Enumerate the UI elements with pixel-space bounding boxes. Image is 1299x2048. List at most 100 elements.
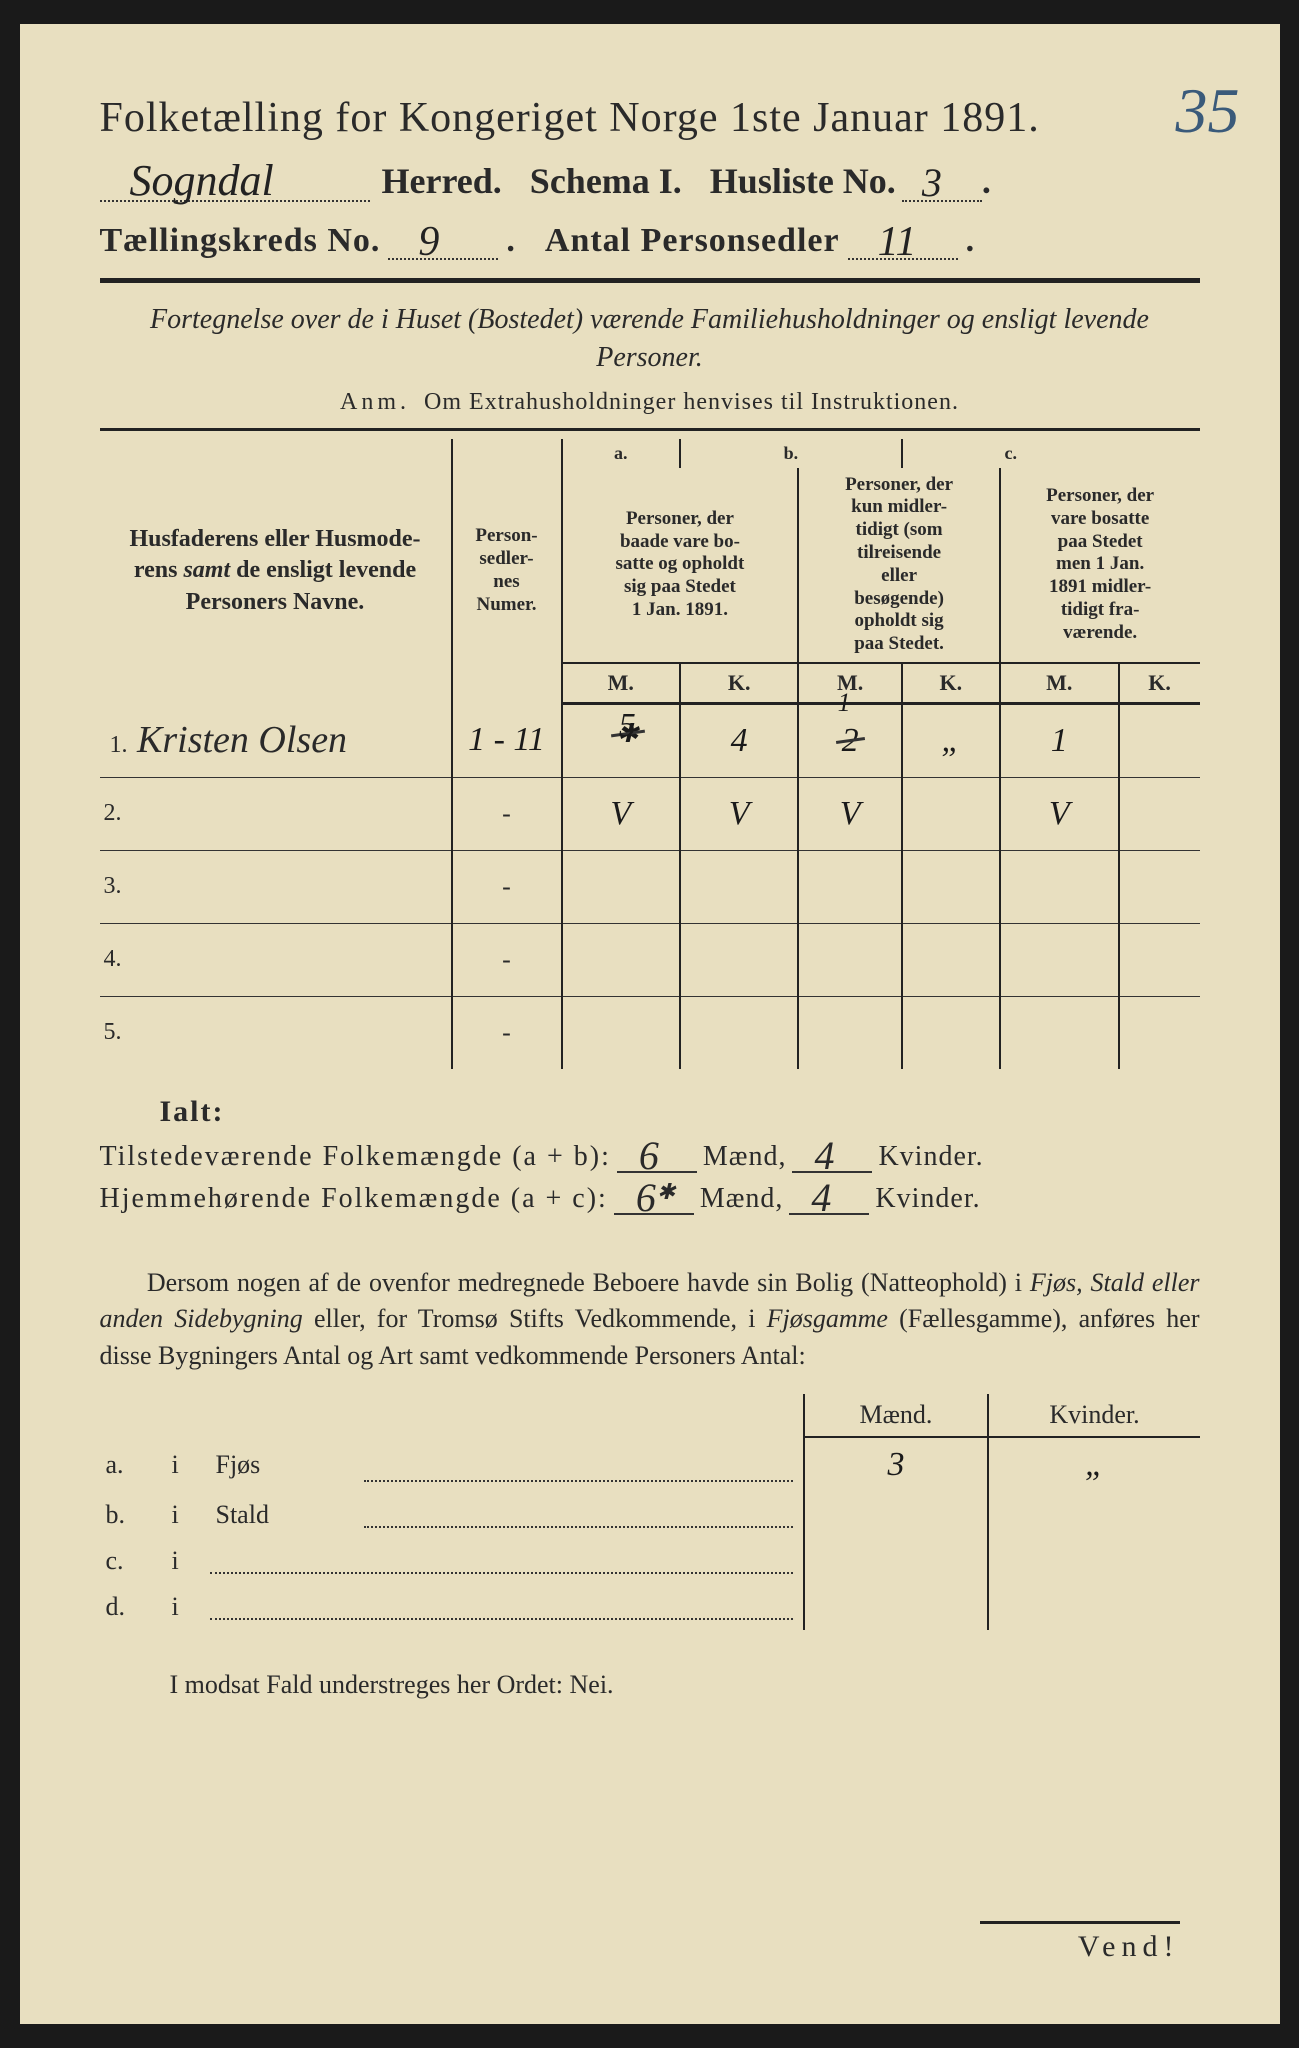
fjos-a-k: „ <box>988 1437 1199 1492</box>
row2-cm: V <box>1000 777 1119 850</box>
fjos-c-i: i <box>166 1538 210 1584</box>
husliste-value: 3 <box>922 159 942 206</box>
ialt-label: Ialt: <box>160 1095 1200 1129</box>
col-c-letter: c. <box>902 439 1119 468</box>
col-a-letter: a. <box>562 439 680 468</box>
subtitle: Fortegnelse over de i Huset (Bostedet) v… <box>100 301 1200 377</box>
row2-num: 2. <box>100 777 452 850</box>
ialt-line-1: Tilstedeværende Folkemængde (a + b): 6 M… <box>100 1141 1200 1173</box>
page-number-handwritten: 35 <box>1176 74 1240 148</box>
vend-label: Vend! <box>980 1921 1180 1964</box>
ialt-maend-1: Mænd, <box>703 1141 787 1173</box>
fjos-a-i: i <box>166 1437 210 1492</box>
fjos-row: a. i Fjøs 3 „ <box>100 1437 1200 1492</box>
dot1: . <box>506 222 515 260</box>
ialt-line2-k-field: 4 <box>789 1213 869 1215</box>
row1-bm: 12 <box>798 703 901 777</box>
herred-label: Herred. <box>382 160 502 202</box>
antal-field: 11 <box>848 258 958 260</box>
fjos-b-letter: b. <box>100 1492 166 1538</box>
fjos-d-k <box>988 1584 1199 1630</box>
col1-header: Husfaderens eller Husmode-rens samt de e… <box>100 439 452 704</box>
a-m-header: M. <box>562 663 680 704</box>
antal-label: Antal Personsedler <box>545 222 840 260</box>
taellingskreds-label: Tællingskreds No. <box>100 222 381 260</box>
census-form-page: 35 Folketælling for Kongeriget Norge 1st… <box>20 24 1280 2024</box>
row3-num: 3. <box>100 850 452 923</box>
col2-header: Person-sedler-nesNumer. <box>452 439 562 704</box>
fjos-b-dots <box>364 1492 804 1538</box>
taellingskreds-field: 9 <box>388 258 498 260</box>
row1-bk: „ <box>902 703 1000 777</box>
col-a-header: Personer, derbaade vare bo-satte og opho… <box>562 468 799 663</box>
row4-num: 4. <box>100 923 452 996</box>
anm-prefix: Anm. <box>340 389 410 415</box>
ialt-line2-m: 6✱ <box>636 1174 676 1221</box>
modsat-line: I modsat Fald understreges her Ordet: Ne… <box>170 1670 1200 1700</box>
fjos-d-m <box>804 1584 989 1630</box>
husliste-dot: . <box>982 160 991 202</box>
ialt-line1-m-field: 6 <box>617 1171 697 1173</box>
row2-sedler: - <box>452 777 562 850</box>
row2-bk <box>902 777 1000 850</box>
fjos-c-m <box>804 1538 989 1584</box>
fjos-head-k: Kvinder. <box>988 1394 1199 1437</box>
table-row: 2. - V V V V <box>100 777 1200 850</box>
ialt-kvinder-1: Kvinder. <box>878 1141 983 1173</box>
row2-am: V <box>562 777 680 850</box>
row1-am: ✱5 <box>562 703 680 777</box>
c-k-header: K. <box>1119 663 1200 704</box>
row1-ck <box>1119 703 1200 777</box>
ialt-line2-k: 4 <box>811 1174 832 1221</box>
col-c-header: Personer, dervare bosattepaa Stedetmen 1… <box>1000 468 1200 663</box>
fjos-row: d. i <box>100 1584 1200 1630</box>
table-row: 3. - <box>100 850 1200 923</box>
fjos-d-letter: d. <box>100 1584 166 1630</box>
ialt-kvinder-2: Kvinder. <box>875 1183 980 1215</box>
fjos-b-label: Stald <box>210 1492 364 1538</box>
ialt-line1-k: 4 <box>814 1132 835 1179</box>
dot2: . <box>966 222 975 260</box>
col-b-letter: b. <box>680 439 902 468</box>
table-row: 4. - <box>100 923 1200 996</box>
row5-num: 5. <box>100 996 452 1069</box>
row3-sedler: - <box>452 850 562 923</box>
fjos-head-m: Mænd. <box>804 1394 989 1437</box>
table-row: 1. Kristen Olsen 1 - 11 ✱5 4 12 „ 1 <box>100 703 1200 777</box>
title-line-3: Tællingskreds No. 9 . Antal Personsedler… <box>100 222 1200 260</box>
fjos-table: Mænd. Kvinder. a. i Fjøs 3 „ b. i Stald … <box>100 1394 1200 1630</box>
husliste-label: Husliste No. <box>710 160 896 202</box>
anm-text: Om Extrahusholdninger henvises til Instr… <box>424 389 959 415</box>
title-line-2: Sogndal Herred. Schema I. Husliste No. 3… <box>100 160 1200 202</box>
row1-ak: 4 <box>680 703 798 777</box>
row1-num: 1. <box>110 732 128 758</box>
fjos-b-m <box>804 1492 989 1538</box>
row1-name: 1. Kristen Olsen <box>100 703 452 777</box>
fjos-row: c. i <box>100 1538 1200 1584</box>
row4-sedler: - <box>452 923 562 996</box>
ialt-line2-label: Hjemmehørende Folkemængde (a + c): <box>100 1183 608 1215</box>
table-row: 5. - <box>100 996 1200 1069</box>
ialt-line1-label: Tilstedeværende Folkemængde (a + b): <box>100 1141 611 1173</box>
fjos-a-dots <box>364 1437 804 1492</box>
taellingskreds-value: 9 <box>418 218 439 266</box>
title-line-1: Folketælling for Kongeriget Norge 1ste J… <box>100 94 1200 142</box>
subtitle-text: Fortegnelse over de i Huset (Bostedet) v… <box>150 304 1149 373</box>
herred-field: Sogndal <box>100 200 370 202</box>
row1-sedler: 1 - 11 <box>452 703 562 777</box>
row2-ak: V <box>680 777 798 850</box>
ialt-maend-2: Mænd, <box>700 1183 784 1215</box>
paragraph: Dersom nogen af de ovenfor medregnede Be… <box>100 1265 1200 1374</box>
fjos-row: b. i Stald <box>100 1492 1200 1538</box>
ialt-line2-m-field: 6✱ <box>614 1213 694 1215</box>
fjos-a-m: 3 <box>804 1437 989 1492</box>
row5-sedler: - <box>452 996 562 1069</box>
fjos-c-dots <box>210 1538 804 1584</box>
row1-name-value: Kristen Olsen <box>137 719 347 761</box>
rule-1 <box>100 278 1200 283</box>
row2-bm: V <box>798 777 901 850</box>
ialt-line1-m: 6 <box>639 1132 660 1179</box>
fjos-d-dots <box>210 1584 804 1630</box>
husliste-field: 3 <box>902 200 982 202</box>
fjos-c-letter: c. <box>100 1538 166 1584</box>
